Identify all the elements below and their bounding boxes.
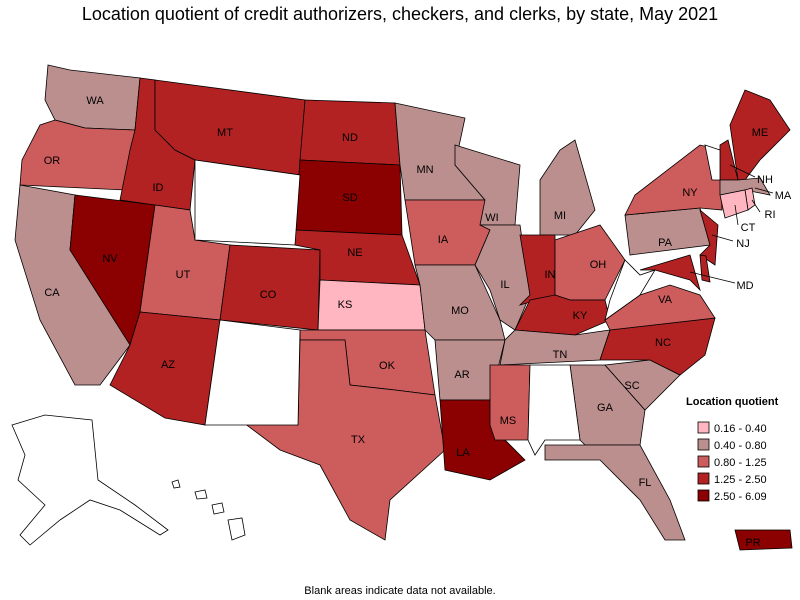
state-label: FL [639,477,652,489]
state-label: AZ [161,359,175,371]
state-label: VA [658,294,673,306]
legend-label: 0.40 - 0.80 [714,440,767,452]
legend-title: Location quotient [686,396,779,408]
leader-line [689,271,736,284]
hawaii-shape [194,489,208,500]
state-label: TX [351,434,366,446]
leader-line [729,164,756,178]
state [514,294,611,336]
legend-swatch [697,489,710,502]
state-label: WA [86,95,104,107]
state-label: IN [545,269,556,281]
state [527,364,581,456]
state-label: CT [741,222,756,234]
leader-line [754,187,774,194]
state [604,259,656,321]
state [699,208,719,266]
legend-label: 1.25 - 2.50 [714,474,767,486]
state [624,144,723,216]
state-label: IL [500,279,509,291]
state-label: MO [451,305,469,317]
leader-line [751,199,761,213]
hawaii-shape [227,517,246,541]
state-label: RI [765,209,776,221]
state-label: ND [342,132,358,144]
legend-swatch [697,438,710,451]
state [194,159,301,246]
state [719,189,749,219]
state-label: SC [624,380,639,392]
state [19,119,136,191]
legend-label: 0.16 - 0.40 [714,423,767,435]
state-label: MS [500,415,517,427]
state-label: MI [554,210,566,222]
hawaii-shape [211,502,225,515]
state [639,254,701,292]
footnote: Blank areas indicate data not available. [304,585,495,597]
state-label: PA [658,237,673,249]
state-label: ID [153,182,164,194]
state-label: TN [553,349,568,361]
map-title: Location quotient of credit authorizers,… [82,4,718,24]
alaska-shape [11,414,169,546]
legend-swatch [697,472,710,485]
state-label: NY [682,187,698,199]
legend-swatch [697,455,710,468]
state-label: MD [736,280,753,292]
state [544,444,686,541]
state-label: PR [745,537,760,549]
state-label: WI [485,212,498,224]
state-label: OK [379,360,396,372]
legend-label: 0.80 - 1.25 [714,457,767,469]
state-label: NC [655,337,671,349]
alaska [11,414,169,546]
state [734,529,793,551]
state-label: KS [338,299,353,311]
state-label: AR [454,369,469,381]
hawaii-shape [171,479,181,489]
legend: 0.16 - 0.40 0.40 - 0.80 0.80 - 1.25 1.25 - … [697,421,767,503]
states: WA OR CA NV ID MT UT CO AZ ND SD NE KS OK TX MN IA MO AR LA… [14,64,793,551]
state-label: LA [456,447,470,459]
state-label: UT [176,269,191,281]
state-label: KY [573,310,588,322]
state-label: CO [260,289,277,301]
state-label: CA [44,287,60,299]
state-label: OR [44,155,61,167]
legend-swatch [697,421,710,434]
state [539,139,596,236]
state-label: ME [752,127,769,139]
state [404,199,491,266]
state [489,364,531,441]
leader-line [711,234,734,242]
legend-label: 2.50 - 6.09 [714,491,767,503]
state-label: GA [597,402,614,414]
state-label: NJ [736,238,749,250]
state-label: MN [416,164,433,176]
state-label: NE [347,247,362,259]
state [317,279,426,331]
state-label: IA [438,234,449,246]
state-label: MT [217,127,233,139]
state [204,319,301,426]
leader-line [734,204,739,226]
hawaii [171,479,246,541]
state [704,144,721,181]
state-label: OH [590,259,607,271]
state-label: NV [102,253,118,265]
state-label: NH [757,174,773,186]
state-label: SD [342,192,357,204]
state-label: MA [775,190,792,202]
state [219,244,321,331]
